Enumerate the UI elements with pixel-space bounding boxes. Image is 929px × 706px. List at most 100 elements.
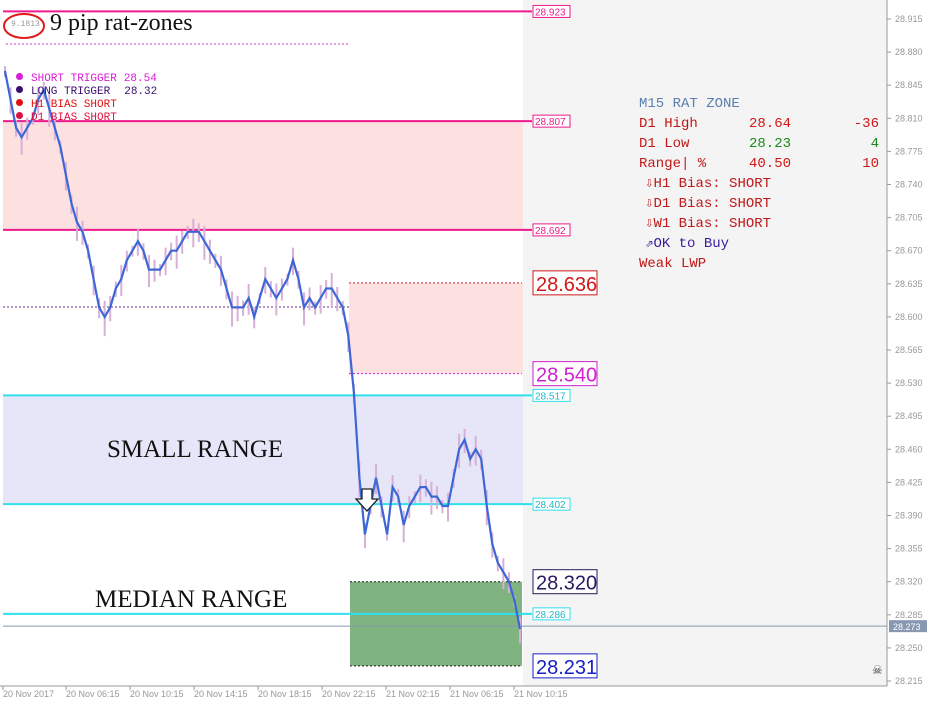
legend-row: LONG TRIGGER 28.32 — [16, 86, 157, 99]
big-level-text: 28.320 — [536, 573, 597, 595]
legend-rows: SHORT TRIGGER 28.54 LONG TRIGGER 28.32 H1 BI… — [16, 73, 157, 125]
y-tick-label: 28.530 — [895, 378, 923, 388]
legend-label: D1 BIAS SHORT — [31, 112, 117, 124]
legend-value: 28.54 — [123, 73, 157, 85]
y-tick-label: 28.845 — [895, 80, 923, 90]
big-level-box — [532, 569, 598, 595]
trigger-pink-zone — [349, 282, 523, 374]
trigger-legend: SHORT TRIGGER 28.54 LONG TRIGGER 28.32 H1 BI… — [16, 73, 157, 125]
down-arrow-icon: ⇩ — [645, 216, 654, 232]
legend-label: LONG TRIGGER — [31, 86, 111, 98]
y-tick-label: 28.250 — [895, 643, 923, 653]
y-tick-label: 28.635 — [895, 279, 923, 289]
bullet-icon — [16, 112, 23, 119]
y-tick-label: 28.495 — [895, 411, 923, 421]
symbol-badge: 9.1813 — [3, 13, 45, 40]
bias-text: D1 Bias: SHORT — [653, 196, 772, 212]
x-tick-label: 20 Nov 14:15 — [194, 689, 248, 699]
down-arrow-icon: ⇩ — [645, 196, 654, 212]
y-tick-label: 28.285 — [895, 610, 923, 620]
big-level-box — [532, 361, 598, 387]
x-tick-label: 20 Nov 22:15 — [322, 689, 376, 699]
bias-text: W1 Bias: SHORT — [653, 216, 772, 232]
ok-arrow-icon: ⇗ — [645, 236, 654, 252]
rat-zone-bias: ⇩H1 Bias: SHORT ⇩D1 Bias: SHORT ⇩W1 Bias: … — [639, 174, 771, 234]
y-tick-label: 28.320 — [895, 577, 923, 587]
rat-zone-row: D1 Low 28.23 4 — [639, 134, 879, 154]
rat-zone-row-value: 28.23 — [749, 136, 792, 152]
red-circle-icon — [3, 13, 45, 39]
bias-text: H1 Bias: SHORT — [653, 176, 772, 192]
y-tick-label: 28.775 — [895, 146, 923, 156]
down-arrow-icon — [354, 488, 380, 512]
legend-value: 28.32 — [124, 86, 158, 98]
rat-zone-row-value: 28.64 — [749, 116, 792, 132]
rat-zone-row-delta: 4 — [870, 136, 879, 152]
magenta-level-text: 28.807 — [535, 117, 566, 128]
bullet-icon — [16, 73, 23, 80]
bias-row: ⇩W1 Bias: SHORT — [639, 214, 771, 234]
big-level-box — [532, 270, 598, 296]
y-tick-label: 28.705 — [895, 213, 923, 223]
rat-zone-row-value: 40.50 — [749, 156, 792, 172]
rat-zone-row: Range| % 40.50 10 — [639, 154, 879, 174]
y-tick-label: 28.670 — [895, 246, 923, 256]
magenta-level-text: 28.923 — [535, 7, 566, 18]
legend-label: H1 BIAS SHORT — [31, 99, 117, 111]
cyan-level-text: 28.286 — [535, 610, 566, 621]
price-series-line — [3, 70, 522, 630]
median-green-box — [350, 581, 522, 666]
x-tick-label: 20 Nov 2017 — [3, 689, 54, 699]
x-tick-label: 21 Nov 06:15 — [450, 689, 504, 699]
bullet-icon — [16, 99, 23, 106]
rat-zone-row-delta: -36 — [853, 116, 879, 132]
small-range-zone — [3, 395, 523, 505]
cyan-level-text: 28.517 — [535, 391, 566, 402]
current-price-text: 28.273 — [893, 622, 921, 632]
legend-row: D1 BIAS SHORT — [16, 112, 157, 125]
x-tick-label: 21 Nov 02:15 — [386, 689, 440, 699]
big-level-text: 28.636 — [536, 274, 597, 296]
rat-zone-row-label: D1 High — [639, 116, 698, 132]
y-tick-label: 28.355 — [895, 544, 923, 554]
legend-label: SHORT TRIGGER — [31, 73, 117, 85]
y-tick-label: 28.390 — [895, 511, 923, 521]
bullet-icon — [16, 86, 23, 93]
x-tick-label: 20 Nov 18:15 — [258, 689, 312, 699]
x-tick-label: 20 Nov 06:15 — [66, 689, 120, 699]
magenta-level-tag — [532, 114, 571, 128]
rat-zone-row-label: Range| % — [639, 156, 707, 172]
y-tick-label: 28.460 — [895, 444, 923, 454]
x-tick-label: 20 Nov 10:15 — [130, 689, 184, 699]
upper-pink-zone — [3, 121, 523, 230]
magenta-level-text: 28.692 — [535, 226, 566, 237]
cyan-level-text: 28.402 — [535, 500, 566, 511]
rat-zone-rows: D1 High 28.64 -36 D1 Low 28.23 4 Range| % 40.50… — [639, 114, 879, 174]
symbol-badge-text: 9.1813 — [11, 20, 40, 29]
cyan-level-tag — [532, 388, 571, 402]
rat-zone-row: D1 High 28.64 -36 — [639, 114, 879, 134]
y-tick-label: 28.215 — [895, 676, 923, 686]
small-range-label: SMALL RANGE — [107, 436, 284, 463]
rat-zone-row-label: D1 Low — [639, 136, 690, 152]
skull-icon: ☠ — [872, 663, 883, 677]
bias-row: ⇩H1 Bias: SHORT — [639, 174, 771, 194]
big-level-text: 28.540 — [536, 365, 597, 387]
y-tick-label: 28.425 — [895, 477, 923, 487]
ok-to-buy-row: ⇗OK to Buy — [639, 234, 771, 254]
y-tick-label: 28.915 — [895, 14, 923, 24]
rat-zone-row-delta: 10 — [862, 156, 879, 172]
bias-row: ⇩D1 Bias: SHORT — [639, 194, 771, 214]
y-tick-label: 28.880 — [895, 47, 923, 57]
current-price-tag — [889, 620, 927, 633]
cyan-level-tag — [532, 607, 571, 621]
big-level-text: 28.231 — [536, 657, 597, 679]
x-tick-label: 21 Nov 10:15 — [514, 689, 568, 699]
legend-row: H1 BIAS SHORT — [16, 99, 157, 112]
big-level-box — [532, 653, 598, 679]
y-tick-label: 28.600 — [895, 312, 923, 322]
magenta-level-tag — [532, 4, 571, 18]
median-range-label: MEDIAN RANGE — [95, 586, 288, 613]
